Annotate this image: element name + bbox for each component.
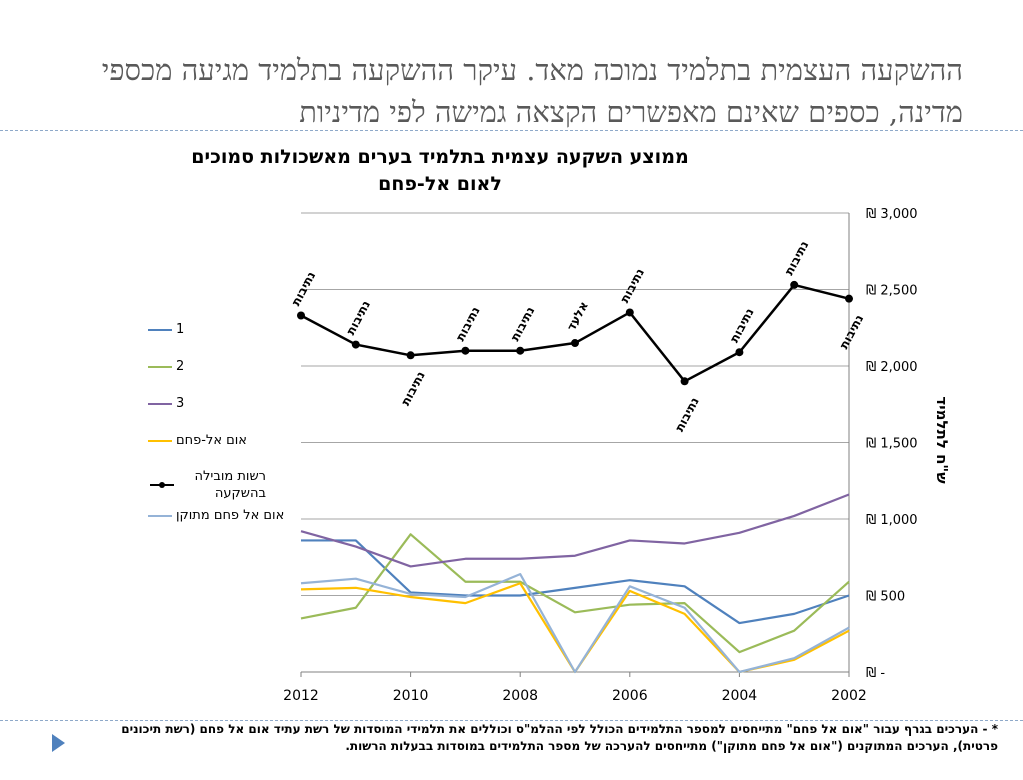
series-line-0 [301,539,850,625]
data-point [351,340,360,349]
y-tick-label: ₪ 2,000 [866,360,918,375]
data-point [571,339,579,348]
y-axis-title: ש"ח לתלמיד [933,396,951,484]
legend-label: אום אל-פחם [176,433,247,448]
y-tick-label: ₪ 2,500 [866,284,918,299]
data-label: נתיבות [453,304,483,343]
legend-swatch [148,439,172,442]
data-label: נתיבות [727,306,757,345]
footnote-divider [0,720,1023,721]
legend-marker-dot [159,482,165,488]
data-label: אלעד [564,299,591,333]
legend-label: 3 [176,396,185,411]
data-point [735,348,744,357]
series-line-2 [300,493,850,568]
data-point [680,377,689,386]
legend-label: אום אל פחם מתוקן [176,508,285,523]
data-label: נתיבות [617,266,647,305]
y-tick-label: ₪ 3,000 [866,207,918,222]
x-tick-label: 2012 [283,688,319,704]
x-tick-label: 2008 [502,688,538,704]
legend-label: רשות מובילה בהשקעה [194,469,266,501]
bullet-arrow-icon [52,734,65,752]
legend-label: 2 [176,359,185,374]
data-label: נתיבות [672,395,702,434]
data-point [297,311,305,320]
legend-item: אום אל-פחם [148,433,247,448]
data-point [461,346,470,355]
legend-item: אום אל פחם מתוקן [148,508,284,524]
data-label: נתיבות [837,312,867,351]
x-tick-label: 2002 [831,688,867,704]
data-point [516,346,525,355]
x-tick-label: 2010 [393,688,429,704]
data-point [406,351,415,360]
legend-swatch [148,515,172,517]
data-label: נתיבות [508,304,538,343]
series-line-5 [300,572,850,674]
legend-item: 2 [148,359,184,374]
title-divider [0,130,1023,131]
legend-swatch [148,365,172,368]
footnote: * - הערכים בגרף עבור "אום אל פחם" מתייחס… [121,722,998,753]
x-tick-label: 2006 [612,688,648,704]
slide-title: ההשקעה העצמית בתלמיד נמוכה מאד. עיקר ההש… [101,53,963,129]
y-tick-label: ₪ 500 [866,590,905,605]
data-label: נתיבות [398,369,428,408]
legend-swatch [150,482,174,488]
legend-swatch [148,402,172,405]
legend-item: רשות מובילה בהשקעה [150,468,266,502]
line-chart: ₪ - ₪ 500 ₪ 1,000 ₪ 1,500 ₪ 2,000 ₪ 2,500 ₪ 3,… [283,207,951,704]
chart-title: ממוצע השקעה עצמית בתלמיד בערים מאשכולות … [191,146,689,195]
data-label: נתיבות [289,269,319,308]
data-point [625,308,634,317]
data-point [790,280,799,289]
data-point [845,294,853,303]
data-label: נתיבות [782,238,812,277]
legend-item: 3 [148,396,184,411]
y-tick-label: ₪ 1,500 [866,437,918,452]
y-tick-label: ₪ 1,000 [866,513,918,528]
legend-item: 1 [148,322,184,337]
legend-label: 1 [176,322,185,337]
series-line-3 [300,582,850,674]
x-tick-label: 2004 [722,688,758,704]
legend-swatch [148,328,172,331]
y-tick-label: ₪ - [866,666,885,681]
data-label: נתיבות [343,298,373,337]
